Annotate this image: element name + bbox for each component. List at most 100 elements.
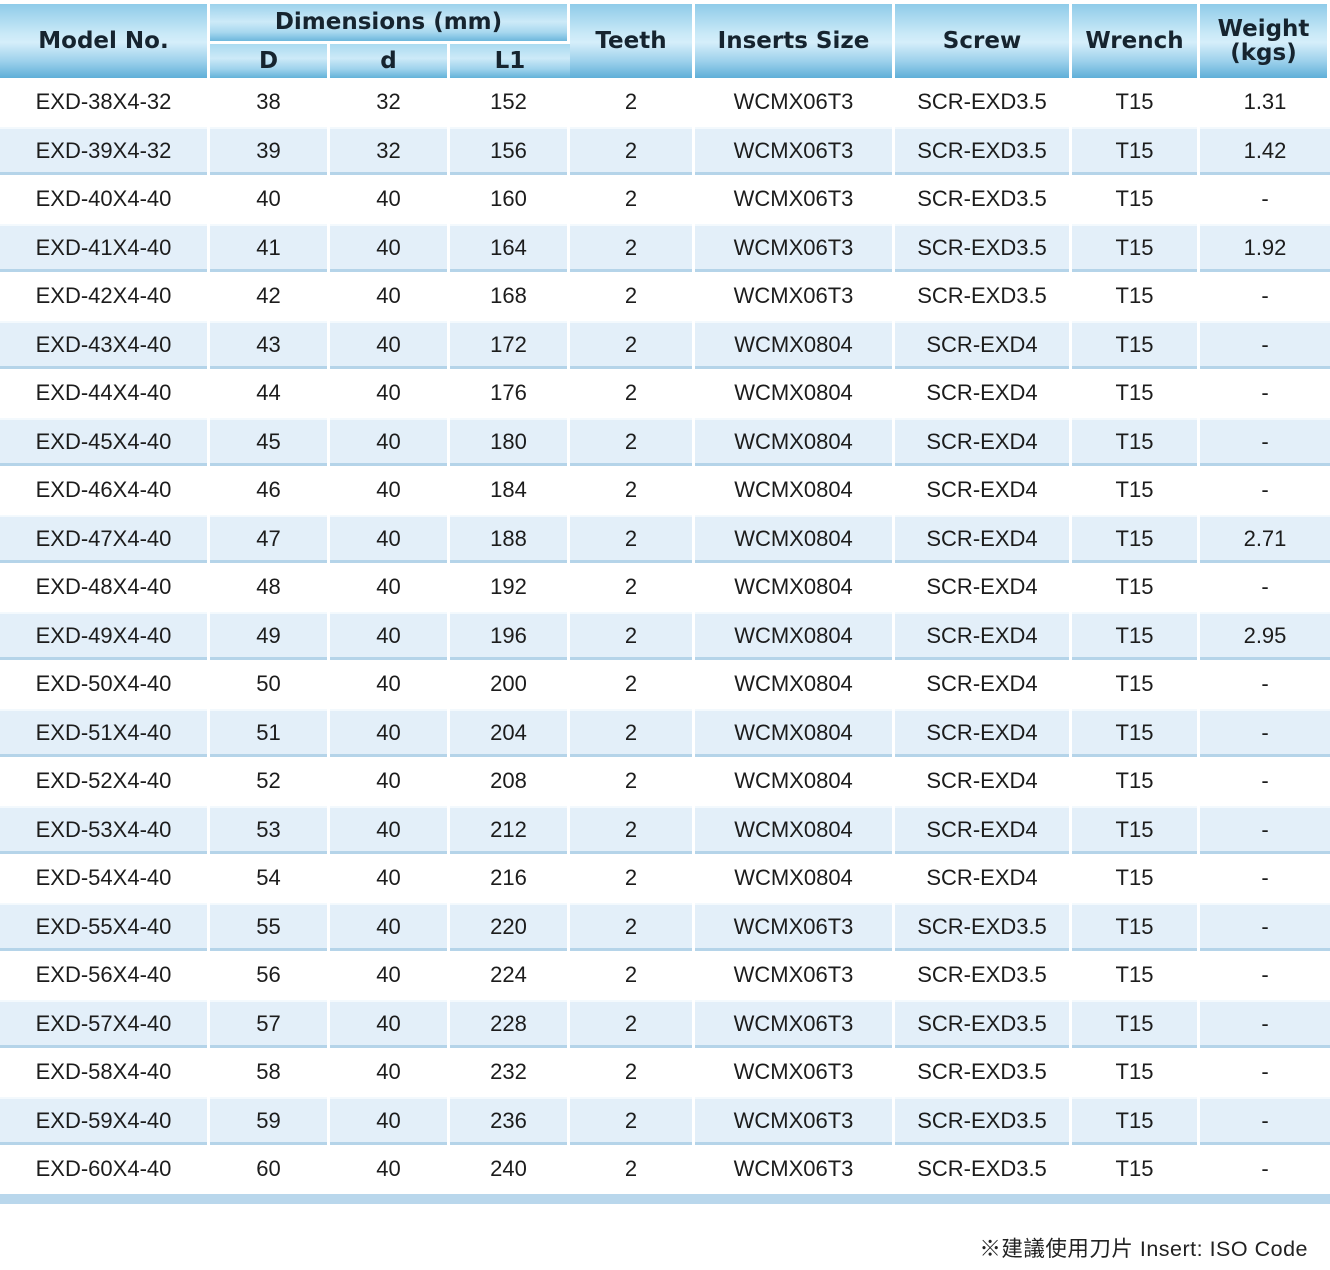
cell-d: 40 bbox=[330, 902, 450, 951]
cell-inserts-size: WCMX0804 bbox=[695, 805, 895, 854]
cell-D: 58 bbox=[210, 1048, 330, 1097]
cell-teeth: 2 bbox=[570, 708, 695, 757]
cell-D: 49 bbox=[210, 611, 330, 660]
cell-D: 52 bbox=[210, 757, 330, 806]
cell-d: 40 bbox=[330, 175, 450, 224]
cell-screw: SCR-EXD4 bbox=[895, 514, 1072, 563]
cell-d: 40 bbox=[330, 223, 450, 272]
cell-wrench: T15 bbox=[1072, 1048, 1200, 1097]
cell-teeth: 2 bbox=[570, 175, 695, 224]
cell-teeth: 2 bbox=[570, 1145, 695, 1194]
cell-wrench: T15 bbox=[1072, 1096, 1200, 1145]
cell-screw: SCR-EXD3.5 bbox=[895, 902, 1072, 951]
cell-model: EXD-47X4-40 bbox=[0, 514, 210, 563]
header-screw: Screw bbox=[895, 4, 1072, 78]
cell-d: 40 bbox=[330, 320, 450, 369]
cell-d: 40 bbox=[330, 805, 450, 854]
cell-D: 55 bbox=[210, 902, 330, 951]
cell-inserts-size: WCMX06T3 bbox=[695, 951, 895, 1000]
cell-wrench: T15 bbox=[1072, 611, 1200, 660]
cell-L1: 220 bbox=[450, 902, 570, 951]
cell-wrench: T15 bbox=[1072, 175, 1200, 224]
cell-model: EXD-55X4-40 bbox=[0, 902, 210, 951]
cell-d: 40 bbox=[330, 1096, 450, 1145]
table-row: EXD-42X4-40 42 40 168 2 WCMX06T3 SCR-EXD3.5 T15… bbox=[0, 272, 1330, 321]
cell-L1: 240 bbox=[450, 1145, 570, 1194]
header-dimensions-group: Dimensions (mm) bbox=[210, 4, 570, 44]
cell-inserts-size: WCMX0804 bbox=[695, 466, 895, 515]
cell-wrench: T15 bbox=[1072, 999, 1200, 1048]
cell-L1: 188 bbox=[450, 514, 570, 563]
cell-inserts-size: WCMX06T3 bbox=[695, 1096, 895, 1145]
cell-d: 40 bbox=[330, 757, 450, 806]
cell-teeth: 2 bbox=[570, 854, 695, 903]
cell-D: 44 bbox=[210, 369, 330, 418]
cell-model: EXD-48X4-40 bbox=[0, 563, 210, 612]
table-row: EXD-39X4-32 39 32 156 2 WCMX06T3 SCR-EXD3.5 T15… bbox=[0, 126, 1330, 175]
table-row: EXD-58X4-40 58 40 232 2 WCMX06T3 SCR-EXD3.5 T15… bbox=[0, 1048, 1330, 1097]
cell-teeth: 2 bbox=[570, 805, 695, 854]
cell-d: 40 bbox=[330, 999, 450, 1048]
cell-d: 40 bbox=[330, 1048, 450, 1097]
cell-D: 41 bbox=[210, 223, 330, 272]
cell-teeth: 2 bbox=[570, 369, 695, 418]
cell-screw: SCR-EXD3.5 bbox=[895, 999, 1072, 1048]
cell-teeth: 2 bbox=[570, 514, 695, 563]
table-row: EXD-46X4-40 46 40 184 2 WCMX0804 SCR-EXD4 T15 - bbox=[0, 466, 1330, 515]
table-row: EXD-45X4-40 45 40 180 2 WCMX0804 SCR-EXD4 T15 - bbox=[0, 417, 1330, 466]
cell-teeth: 2 bbox=[570, 660, 695, 709]
cell-teeth: 2 bbox=[570, 466, 695, 515]
cell-weight: 1.31 bbox=[1243, 89, 1287, 115]
table-body: EXD-38X4-32 38 32 152 2 WCMX06T3 SCR-EXD3.5 T15… bbox=[0, 78, 1330, 1194]
cell-model: EXD-44X4-40 bbox=[0, 369, 210, 418]
cell-teeth: 2 bbox=[570, 126, 695, 175]
cell-screw: SCR-EXD4 bbox=[895, 611, 1072, 660]
cell-screw: SCR-EXD4 bbox=[895, 417, 1072, 466]
cell-teeth: 2 bbox=[570, 611, 695, 660]
cell-inserts-size: WCMX0804 bbox=[695, 320, 895, 369]
cell-screw: SCR-EXD4 bbox=[895, 854, 1072, 903]
cell-wrench: T15 bbox=[1072, 902, 1200, 951]
cell-weight: - bbox=[1261, 477, 1269, 503]
cell-weight: - bbox=[1261, 816, 1269, 842]
cell-teeth: 2 bbox=[570, 1048, 695, 1097]
cell-d: 40 bbox=[330, 466, 450, 515]
cell-d: 40 bbox=[330, 660, 450, 709]
header-dim-D: D bbox=[210, 44, 330, 78]
cell-weight: - bbox=[1261, 1059, 1269, 1085]
cell-L1: 232 bbox=[450, 1048, 570, 1097]
cell-teeth: 2 bbox=[570, 320, 695, 369]
cell-wrench: T15 bbox=[1072, 805, 1200, 854]
cell-d: 40 bbox=[330, 563, 450, 612]
header-weight: Weight (kgs) bbox=[1200, 4, 1330, 78]
cell-screw: SCR-EXD3.5 bbox=[895, 78, 1072, 127]
cell-inserts-size: WCMX06T3 bbox=[695, 999, 895, 1048]
cell-weight: - bbox=[1261, 574, 1269, 600]
cell-screw: SCR-EXD4 bbox=[895, 369, 1072, 418]
cell-inserts-size: WCMX0804 bbox=[695, 514, 895, 563]
cell-wrench: T15 bbox=[1072, 78, 1200, 127]
cell-D: 45 bbox=[210, 417, 330, 466]
cell-model: EXD-57X4-40 bbox=[0, 999, 210, 1048]
cell-screw: SCR-EXD4 bbox=[895, 466, 1072, 515]
cell-model: EXD-45X4-40 bbox=[0, 417, 210, 466]
cell-L1: 224 bbox=[450, 951, 570, 1000]
table-row: EXD-40X4-40 40 40 160 2 WCMX06T3 SCR-EXD3.5 T15… bbox=[0, 175, 1330, 224]
cell-L1: 160 bbox=[450, 175, 570, 224]
cell-L1: 228 bbox=[450, 999, 570, 1048]
cell-d: 40 bbox=[330, 514, 450, 563]
cell-inserts-size: WCMX0804 bbox=[695, 369, 895, 418]
table-row: EXD-48X4-40 48 40 192 2 WCMX0804 SCR-EXD4 T15 - bbox=[0, 563, 1330, 612]
cell-teeth: 2 bbox=[570, 272, 695, 321]
table-row: EXD-55X4-40 55 40 220 2 WCMX06T3 SCR-EXD3.5 T15… bbox=[0, 902, 1330, 951]
cell-inserts-size: WCMX0804 bbox=[695, 563, 895, 612]
cell-D: 48 bbox=[210, 563, 330, 612]
table-row: EXD-49X4-40 49 40 196 2 WCMX0804 SCR-EXD4 T15 2.… bbox=[0, 611, 1330, 660]
cell-L1: 196 bbox=[450, 611, 570, 660]
cell-teeth: 2 bbox=[570, 902, 695, 951]
cell-weight: - bbox=[1261, 283, 1269, 309]
cell-screw: SCR-EXD3.5 bbox=[895, 951, 1072, 1000]
cell-wrench: T15 bbox=[1072, 757, 1200, 806]
table-row: EXD-38X4-32 38 32 152 2 WCMX06T3 SCR-EXD3.5 T15… bbox=[0, 78, 1330, 127]
cell-wrench: T15 bbox=[1072, 708, 1200, 757]
